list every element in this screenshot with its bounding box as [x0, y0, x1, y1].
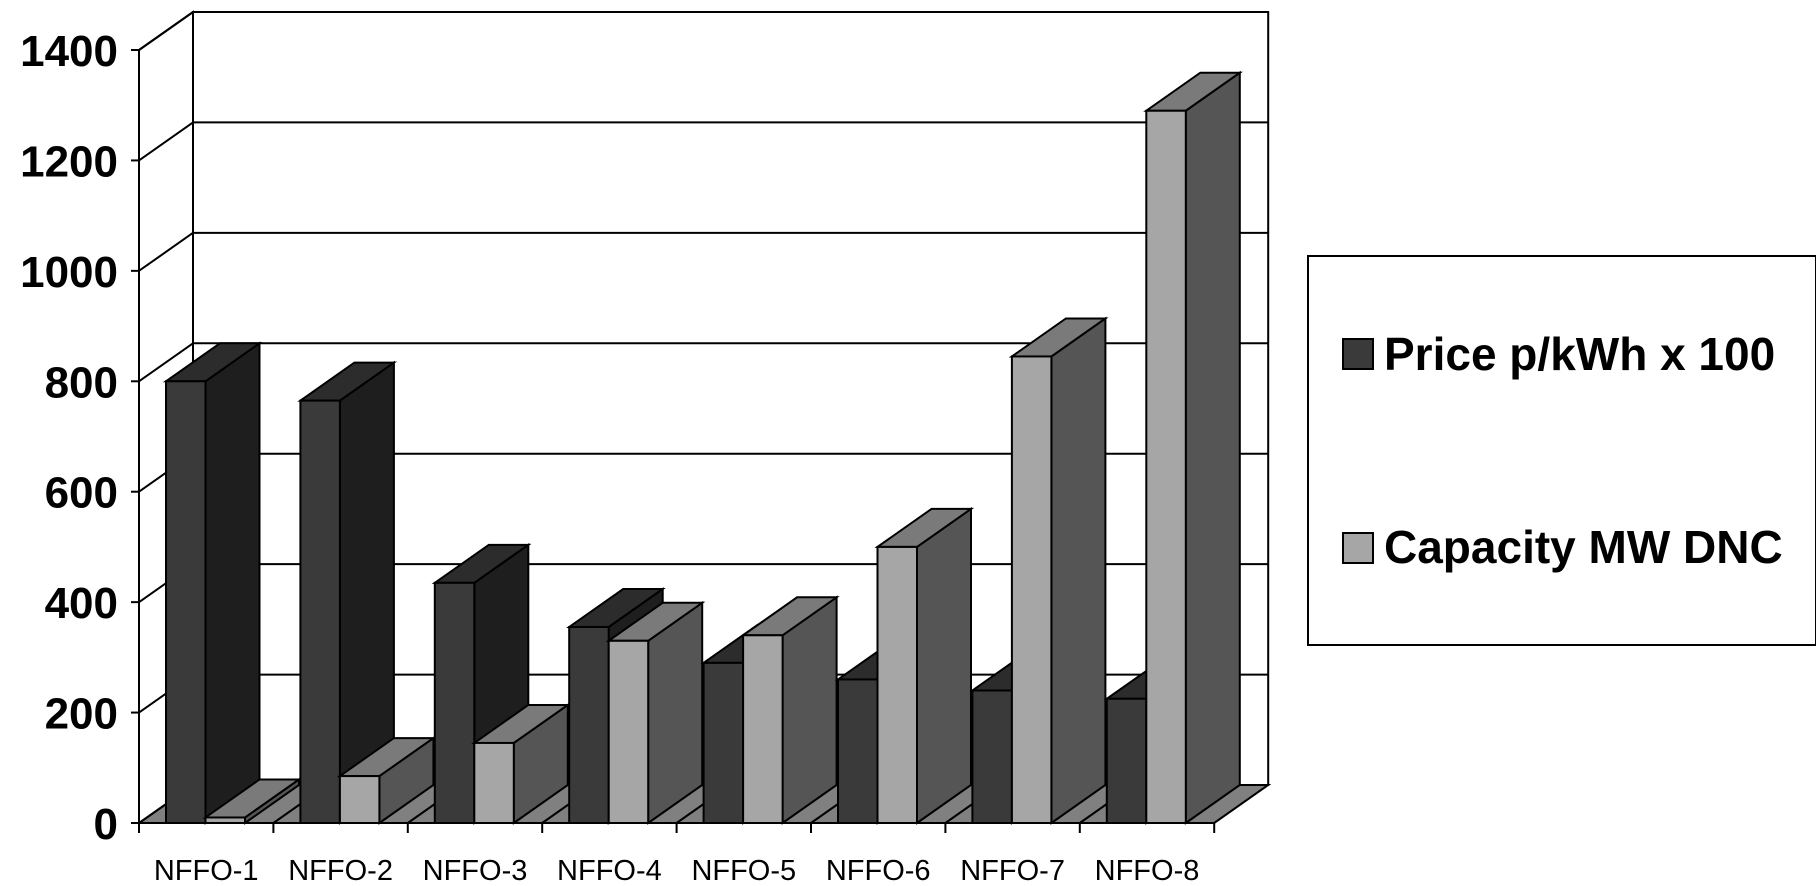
x-tick-label: NFFO-7 [960, 855, 1065, 886]
bar-capacity-NFFO-7 [1008, 316, 1109, 825]
bar-capacity-NFFO-1 [202, 777, 303, 825]
y-tick-label: 600 [45, 469, 118, 518]
y-tick-label: 800 [45, 358, 118, 407]
legend-label-price: Price p/kWh x 100 [1384, 328, 1775, 380]
chart-bars [162, 70, 1243, 825]
bar-capacity-NFFO-6 [874, 507, 975, 825]
bar-price-NFFO-2 [297, 360, 398, 825]
y-tick-label: 1200 [20, 137, 118, 186]
legend-swatch-capacity [1342, 532, 1374, 564]
x-tick-label: NFFO-5 [691, 855, 796, 886]
y-tick-label: 1000 [20, 248, 118, 297]
bar-price-NFFO-1 [162, 341, 263, 825]
x-tick-label: NFFO-3 [423, 855, 528, 886]
y-axis: 0 200 400 600 800 1000 1200 1400 [20, 27, 140, 849]
gridline-side [138, 342, 194, 383]
bar-capacity-NFFO-5 [739, 595, 840, 825]
y-tick-label: 1400 [20, 27, 118, 76]
gridline-side [138, 121, 194, 162]
bar-capacity-NFFO-4 [605, 600, 706, 825]
bar-capacity-NFFO-3 [471, 703, 571, 825]
legend-box [1307, 255, 1816, 646]
legend: Price p/kWh x 100 Capacity MW DNC [1307, 255, 1816, 646]
x-tick-label: NFFO-2 [288, 855, 393, 886]
y-tick-label: 0 [94, 800, 118, 849]
x-tick-label: NFFO-4 [557, 855, 662, 886]
y-tick-label: 400 [45, 579, 118, 628]
x-tick-label: NFFO-8 [1095, 855, 1200, 886]
gridline-side [138, 11, 194, 51]
bar-capacity-NFFO-8 [1143, 70, 1243, 825]
x-tick-label: NFFO-6 [826, 855, 931, 886]
bar-capacity-NFFO-2 [336, 736, 437, 825]
x-axis: NFFO-1 NFFO-2 NFFO-3 NFFO-4 NFFO-5 NFFO-6 NFFO… [138, 822, 1216, 886]
x-tick-label: NFFO-1 [154, 855, 259, 886]
legend-swatch-price [1342, 338, 1374, 370]
y-tick-label: 200 [45, 690, 118, 739]
legend-label-capacity: Capacity MW DNC [1384, 521, 1783, 573]
gridline-side [138, 232, 194, 272]
